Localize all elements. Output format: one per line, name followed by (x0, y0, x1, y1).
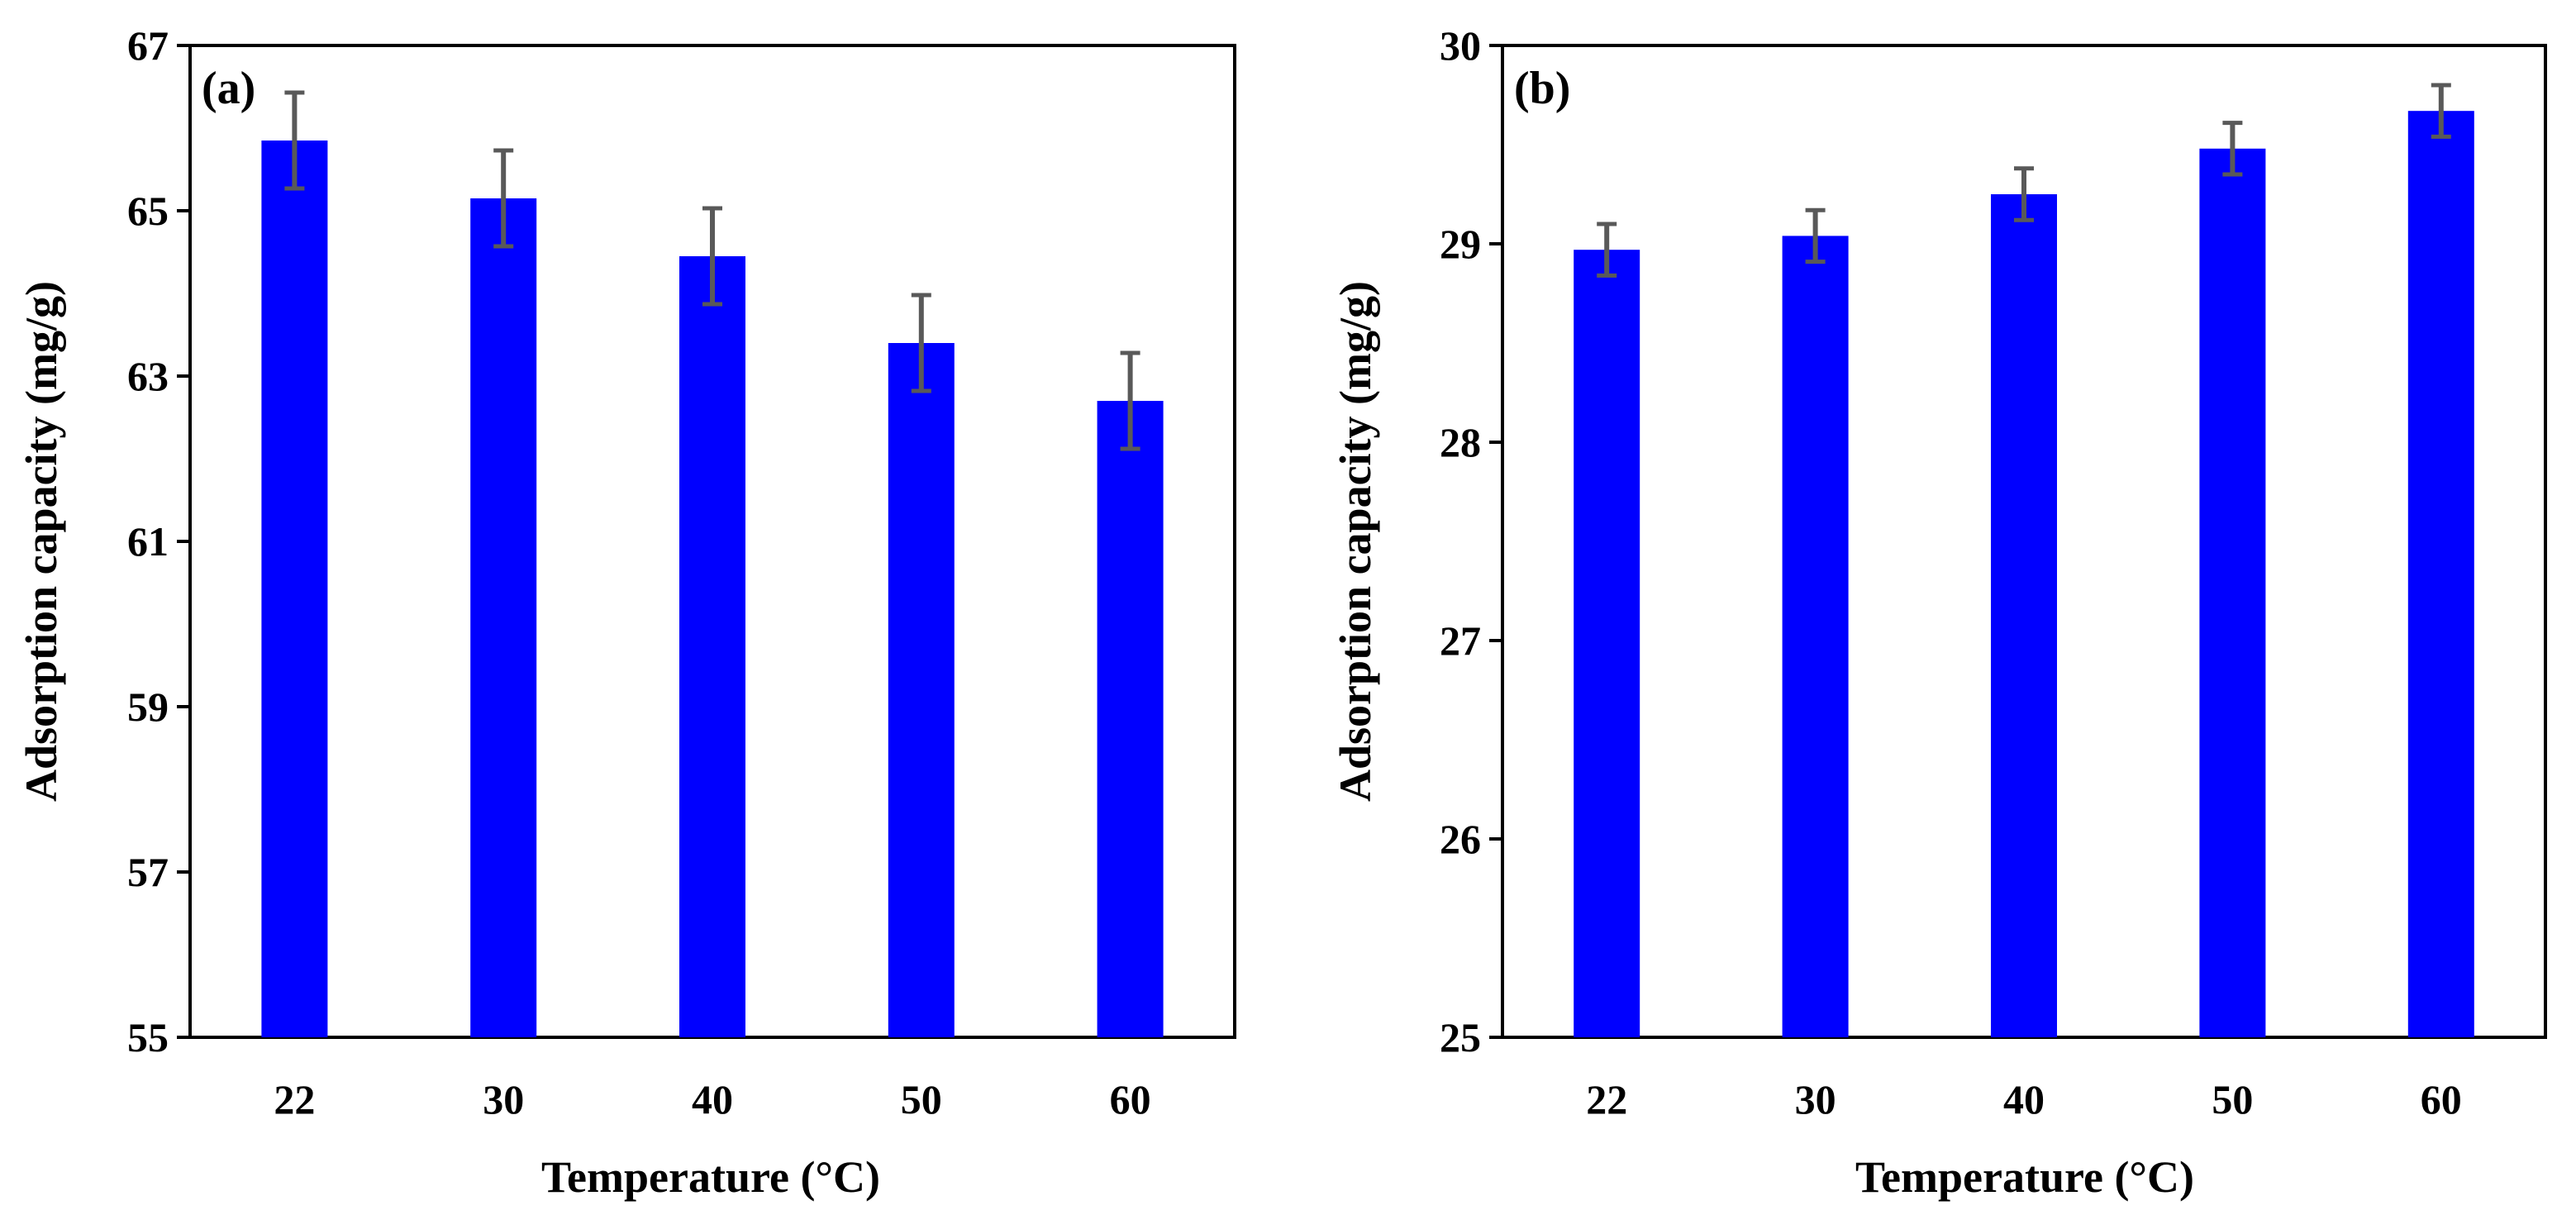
y-tick-label: 67 (127, 22, 169, 69)
y-tick-label: 61 (127, 518, 169, 565)
error-bar-40 (2014, 166, 2034, 222)
bar-30 (1782, 236, 1849, 1037)
chart-panel-a: 55 57 59 61 63 65 67 22 30 40 50 60 Temperature (°C)… (17, 22, 1236, 1202)
error-bar-50 (2222, 121, 2243, 177)
y-tick-label: 63 (127, 353, 169, 399)
x-axis-title: Temperature (°C) (541, 1152, 880, 1202)
y-tick-label: 25 (1440, 1014, 1481, 1060)
y-tick-label: 28 (1440, 419, 1481, 465)
y-tick-label: 57 (127, 849, 169, 895)
x-tick-label: 40 (692, 1076, 733, 1122)
bar-22 (261, 141, 328, 1037)
bar-60 (2407, 111, 2474, 1038)
error-bar-22 (284, 90, 305, 191)
x-tick-label: 60 (2421, 1076, 2462, 1122)
x-tick-label: 50 (901, 1076, 942, 1122)
error-bar-30 (1805, 207, 1826, 264)
y-tick-label: 55 (127, 1014, 169, 1060)
x-tick-label: 50 (2212, 1076, 2253, 1122)
error-bar-60 (1120, 350, 1140, 451)
error-bar-50 (911, 293, 931, 393)
y-tick-label: 30 (1440, 22, 1481, 69)
y-tick-label: 26 (1440, 816, 1481, 862)
error-bar-30 (493, 148, 514, 249)
panel-label: (b) (1514, 63, 1570, 114)
panel-label: (a) (202, 63, 255, 114)
y-axis-title: Adsorption capacity (mg/g) (1331, 281, 1380, 802)
error-bar-60 (2431, 83, 2451, 139)
bar-40 (1991, 194, 2057, 1037)
chart-panel-b: 25 26 27 28 29 30 22 30 40 50 60 Temperature (°C) Ad… (1331, 22, 2547, 1202)
error-bar-40 (702, 206, 722, 307)
x-axis-title: Temperature (°C) (1855, 1152, 2194, 1202)
bar-60 (1097, 401, 1164, 1037)
bar-40 (679, 256, 745, 1037)
x-tick-label: 22 (274, 1076, 315, 1122)
bar-50 (2199, 148, 2266, 1037)
x-tick-label: 30 (1795, 1076, 1836, 1122)
error-bar-22 (1597, 222, 1617, 278)
x-tick-label: 22 (1586, 1076, 1627, 1122)
y-tick-label: 59 (127, 684, 169, 730)
y-tick-label: 29 (1440, 221, 1481, 267)
bar-50 (888, 343, 955, 1037)
x-tick-label: 30 (483, 1076, 524, 1122)
x-tick-label: 60 (1110, 1076, 1151, 1122)
y-tick-label: 65 (127, 188, 169, 234)
y-axis-title: Adsorption capacity (mg/g) (17, 281, 66, 802)
y-tick-label: 27 (1440, 617, 1481, 664)
bar-22 (1574, 250, 1640, 1037)
x-tick-label: 40 (2003, 1076, 2045, 1122)
bar-30 (470, 198, 537, 1037)
